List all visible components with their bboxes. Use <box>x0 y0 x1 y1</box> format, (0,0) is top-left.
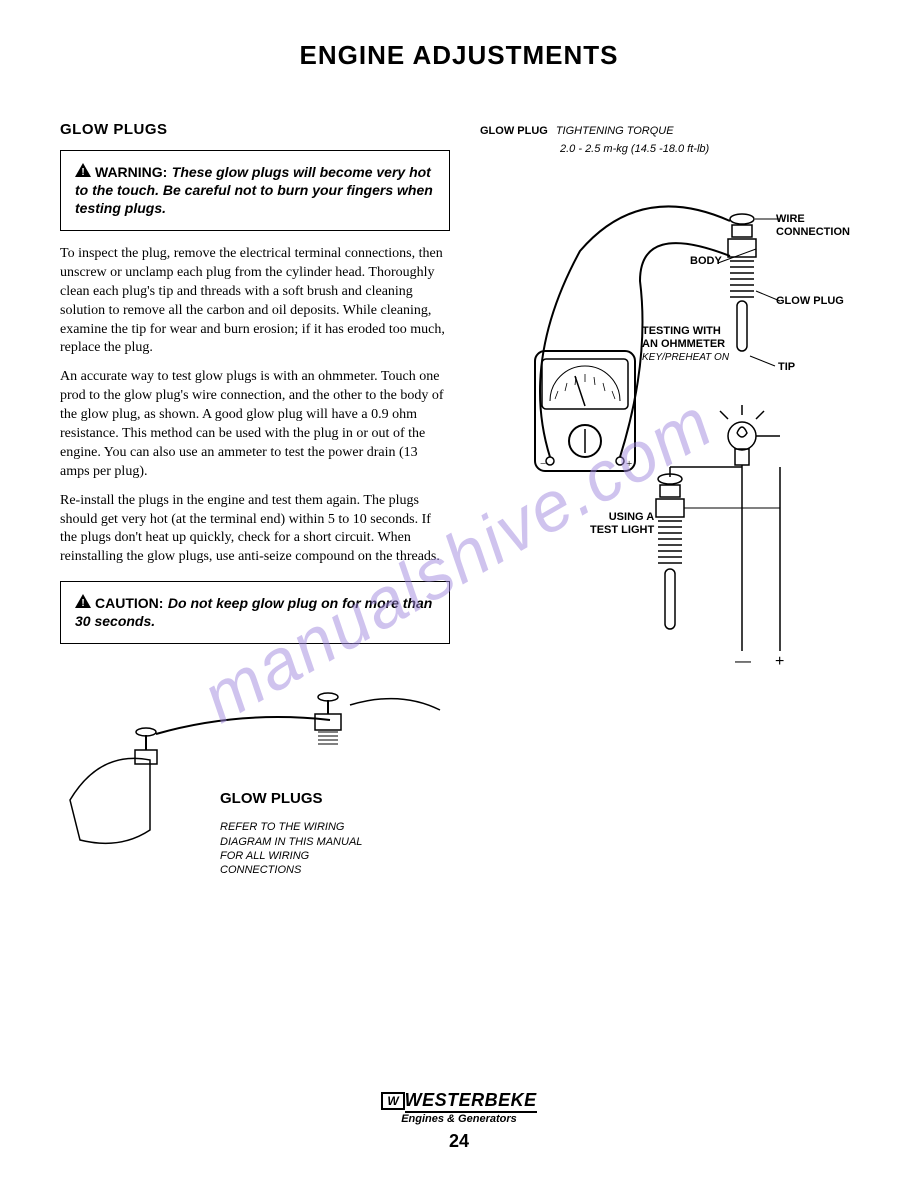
upper-glow-plug <box>728 214 756 351</box>
brand-tagline: Engines & Generators <box>0 1113 918 1125</box>
svg-text:+: + <box>775 653 784 670</box>
page-footer: WWESTERBEKE Engines & Generators 24 <box>0 1090 918 1152</box>
test-light-bulb <box>720 405 764 465</box>
svg-text:−: − <box>540 458 546 470</box>
brand-logo: WWESTERBEKE <box>381 1090 536 1111</box>
lower-glow-plug <box>656 474 684 629</box>
svg-text:!: ! <box>81 167 84 177</box>
glow-plugs-diagram-label: GLOW PLUGS <box>220 790 323 807</box>
warning-triangle-icon: ! <box>75 163 91 182</box>
label-testing-with: TESTING WITH AN OHMMETER KEY/PREHEAT ON <box>642 325 729 365</box>
paragraph-2: An accurate way to test glow plugs is wi… <box>60 368 450 481</box>
label-using-a: USING A <box>609 511 654 523</box>
paragraph-1: To inspect the plug, remove the electric… <box>60 245 450 358</box>
brand-initial-box: W <box>381 1092 404 1110</box>
torque-spec-block: GLOW PLUG TIGHTENING TORQUE 2.0 - 2.5 m-… <box>480 121 858 157</box>
testing-diagram-svg: − + <box>480 161 860 801</box>
svg-text:+: + <box>626 458 632 470</box>
torque-label: GLOW PLUG <box>480 125 548 137</box>
label-using-test-light: USING A TEST LIGHT <box>590 511 654 537</box>
section-heading: GLOW PLUGS <box>60 121 450 138</box>
label-testing-with-line2: AN OHMMETER <box>642 338 725 350</box>
page-title: ENGINE ADJUSTMENTS <box>60 40 858 71</box>
warning-label: WARNING: <box>95 164 167 180</box>
label-test-light: TEST LIGHT <box>590 524 654 536</box>
left-column: GLOW PLUGS ! WARNING: These glow plugs w… <box>60 121 450 910</box>
right-diagram-area: − + <box>480 161 858 801</box>
lower-diagram-area: GLOW PLUGS REFER TO THE WIRING DIAGRAM I… <box>60 650 450 910</box>
label-key-preheat: KEY/PREHEAT ON <box>642 352 729 363</box>
content-area: GLOW PLUGS ! WARNING: These glow plugs w… <box>60 121 858 910</box>
paragraph-3: Re-install the plugs in the engine and t… <box>60 492 450 568</box>
caution-label: CAUTION: <box>95 595 163 611</box>
brand-name: WESTERBEKE <box>405 1090 537 1113</box>
label-glow-plug: GLOW PLUG <box>776 295 844 308</box>
label-tip: TIP <box>778 361 795 374</box>
page-number: 24 <box>0 1131 918 1152</box>
label-wire-connection: WIRE CONNECTION <box>776 213 858 239</box>
torque-spec-line2: 2.0 - 2.5 m-kg (14.5 -18.0 ft-lb) <box>560 143 709 155</box>
right-column: GLOW PLUG TIGHTENING TORQUE 2.0 - 2.5 m-… <box>480 121 858 910</box>
torque-spec-line1: TIGHTENING TORQUE <box>556 125 674 137</box>
svg-text:!: ! <box>81 598 84 608</box>
caution-box: ! CAUTION: Do not keep glow plug on for … <box>60 581 450 644</box>
svg-text:—: — <box>735 653 751 670</box>
caution-triangle-icon: ! <box>75 594 91 613</box>
wiring-note: REFER TO THE WIRING DIAGRAM IN THIS MANU… <box>220 820 380 877</box>
warning-box: ! WARNING: These glow plugs will become … <box>60 150 450 231</box>
label-body: BODY <box>690 255 722 268</box>
label-testing-with-line1: TESTING WITH <box>642 325 721 337</box>
